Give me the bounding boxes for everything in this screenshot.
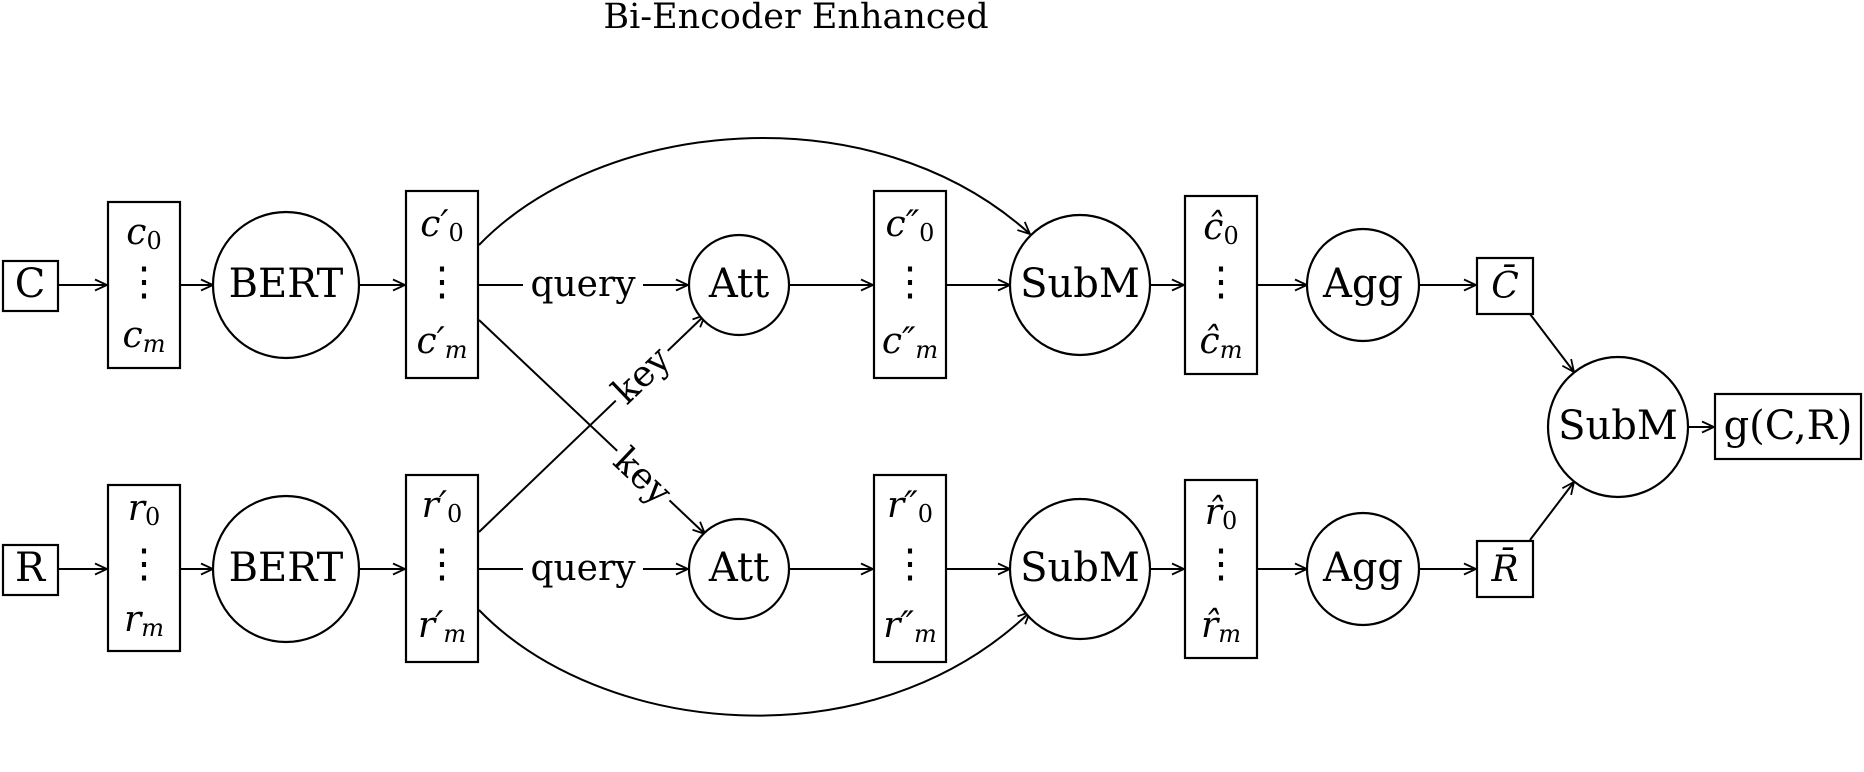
context-bert-node: BERT bbox=[211, 210, 361, 360]
svg-text:g(C,R): g(C,R) bbox=[1724, 403, 1853, 449]
context-pooled-node: C̄ bbox=[1475, 256, 1535, 316]
output-node: g(C,R) bbox=[1713, 392, 1863, 461]
svg-text:ĉ0: ĉ0 bbox=[1203, 207, 1238, 250]
response-bert-node: BERT bbox=[211, 494, 361, 644]
svg-text:⋮: ⋮ bbox=[890, 541, 930, 587]
svg-text:C̄: C̄ bbox=[1491, 264, 1519, 307]
edge-c-encoded-skip-to-subm bbox=[478, 137, 1030, 246]
query-label-context: query bbox=[530, 264, 636, 305]
svg-text:r″0: r″0 bbox=[887, 485, 933, 528]
diagram-title: Bi-Encoder Enhanced bbox=[603, 0, 988, 37]
svg-text:rm: rm bbox=[124, 599, 164, 642]
context-encoded-vector: c′0 ⋮ c′m bbox=[404, 189, 480, 380]
context-branch: C c0 ⋮ cm BERT c′0 ⋮ c′m bbox=[1, 189, 1535, 380]
merge-stage: SubM g(C,R) bbox=[1546, 355, 1863, 499]
response-fused-vector: r̂0 ⋮ r̂m bbox=[1183, 478, 1259, 660]
response-input-node: R bbox=[1, 543, 60, 597]
svg-text:c″0: c″0 bbox=[886, 204, 935, 247]
response-token-vector: r0 ⋮ rm bbox=[106, 483, 182, 653]
svg-text:Att: Att bbox=[708, 261, 769, 307]
edge-pooled-r-to-merge bbox=[1529, 482, 1574, 541]
svg-text:⋮: ⋮ bbox=[124, 541, 164, 587]
svg-text:r′0: r′0 bbox=[422, 485, 463, 528]
context-fused-vector: ĉ0 ⋮ ĉm bbox=[1183, 194, 1259, 376]
svg-text:cm: cm bbox=[123, 315, 166, 358]
merge-subm-node: SubM bbox=[1546, 355, 1690, 499]
response-pooled-node: R̄ bbox=[1475, 539, 1535, 599]
context-token-vector: c0 ⋮ cm bbox=[106, 200, 182, 370]
svg-text:BERT: BERT bbox=[229, 261, 344, 307]
svg-text:BERT: BERT bbox=[229, 545, 344, 591]
svg-text:r̂m: r̂m bbox=[1201, 605, 1241, 648]
svg-text:SubM: SubM bbox=[1558, 403, 1678, 449]
svg-text:c″m: c″m bbox=[882, 321, 938, 364]
svg-text:⋮: ⋮ bbox=[1201, 259, 1241, 305]
response-attended-vector: r″0 ⋮ r″m bbox=[872, 473, 948, 664]
svg-text:r̂0: r̂0 bbox=[1205, 492, 1238, 535]
svg-text:SubM: SubM bbox=[1020, 545, 1140, 591]
svg-text:⋮: ⋮ bbox=[890, 259, 930, 305]
svg-text:⋮: ⋮ bbox=[124, 259, 164, 305]
query-label-response: query bbox=[530, 548, 636, 589]
svg-text:C: C bbox=[15, 261, 46, 307]
svg-text:c′m: c′m bbox=[416, 321, 467, 364]
svg-text:R̄: R̄ bbox=[1490, 547, 1518, 590]
svg-text:Agg: Agg bbox=[1322, 261, 1403, 307]
svg-text:⋮: ⋮ bbox=[422, 259, 462, 305]
svg-text:⋮: ⋮ bbox=[422, 541, 462, 587]
edge-key-r-to-c-att bbox=[478, 315, 705, 533]
response-subm-node: SubM bbox=[1008, 497, 1152, 641]
svg-text:r″m: r″m bbox=[883, 605, 936, 648]
context-agg-node: Agg bbox=[1305, 227, 1421, 343]
svg-text:Att: Att bbox=[708, 545, 769, 591]
response-attention-node: Att bbox=[687, 517, 791, 621]
svg-text:c′0: c′0 bbox=[420, 204, 464, 247]
svg-text:r′m: r′m bbox=[418, 605, 466, 648]
svg-text:SubM: SubM bbox=[1020, 261, 1140, 307]
edge-r-encoded-skip-to-subm bbox=[478, 609, 1030, 717]
svg-text:R: R bbox=[15, 545, 47, 591]
svg-text:⋮: ⋮ bbox=[1201, 541, 1241, 587]
response-branch: R r0 ⋮ rm BERT r′0 ⋮ r′m bbox=[1, 473, 1535, 664]
edge-labels: query query key key bbox=[523, 258, 684, 590]
edge-key-c-to-r-att bbox=[478, 319, 705, 534]
context-input-node: C bbox=[1, 259, 60, 313]
context-subm-node: SubM bbox=[1008, 213, 1152, 357]
svg-text:Agg: Agg bbox=[1322, 545, 1403, 591]
svg-text:c0: c0 bbox=[126, 212, 161, 255]
context-attended-vector: c″0 ⋮ c″m bbox=[872, 189, 948, 380]
edge-pooled-c-to-merge bbox=[1529, 313, 1574, 372]
response-agg-node: Agg bbox=[1305, 511, 1421, 627]
context-attention-node: Att bbox=[687, 233, 791, 337]
response-encoded-vector: r′0 ⋮ r′m bbox=[404, 473, 480, 664]
svg-text:r0: r0 bbox=[128, 488, 161, 531]
svg-text:ĉm: ĉm bbox=[1200, 321, 1243, 364]
